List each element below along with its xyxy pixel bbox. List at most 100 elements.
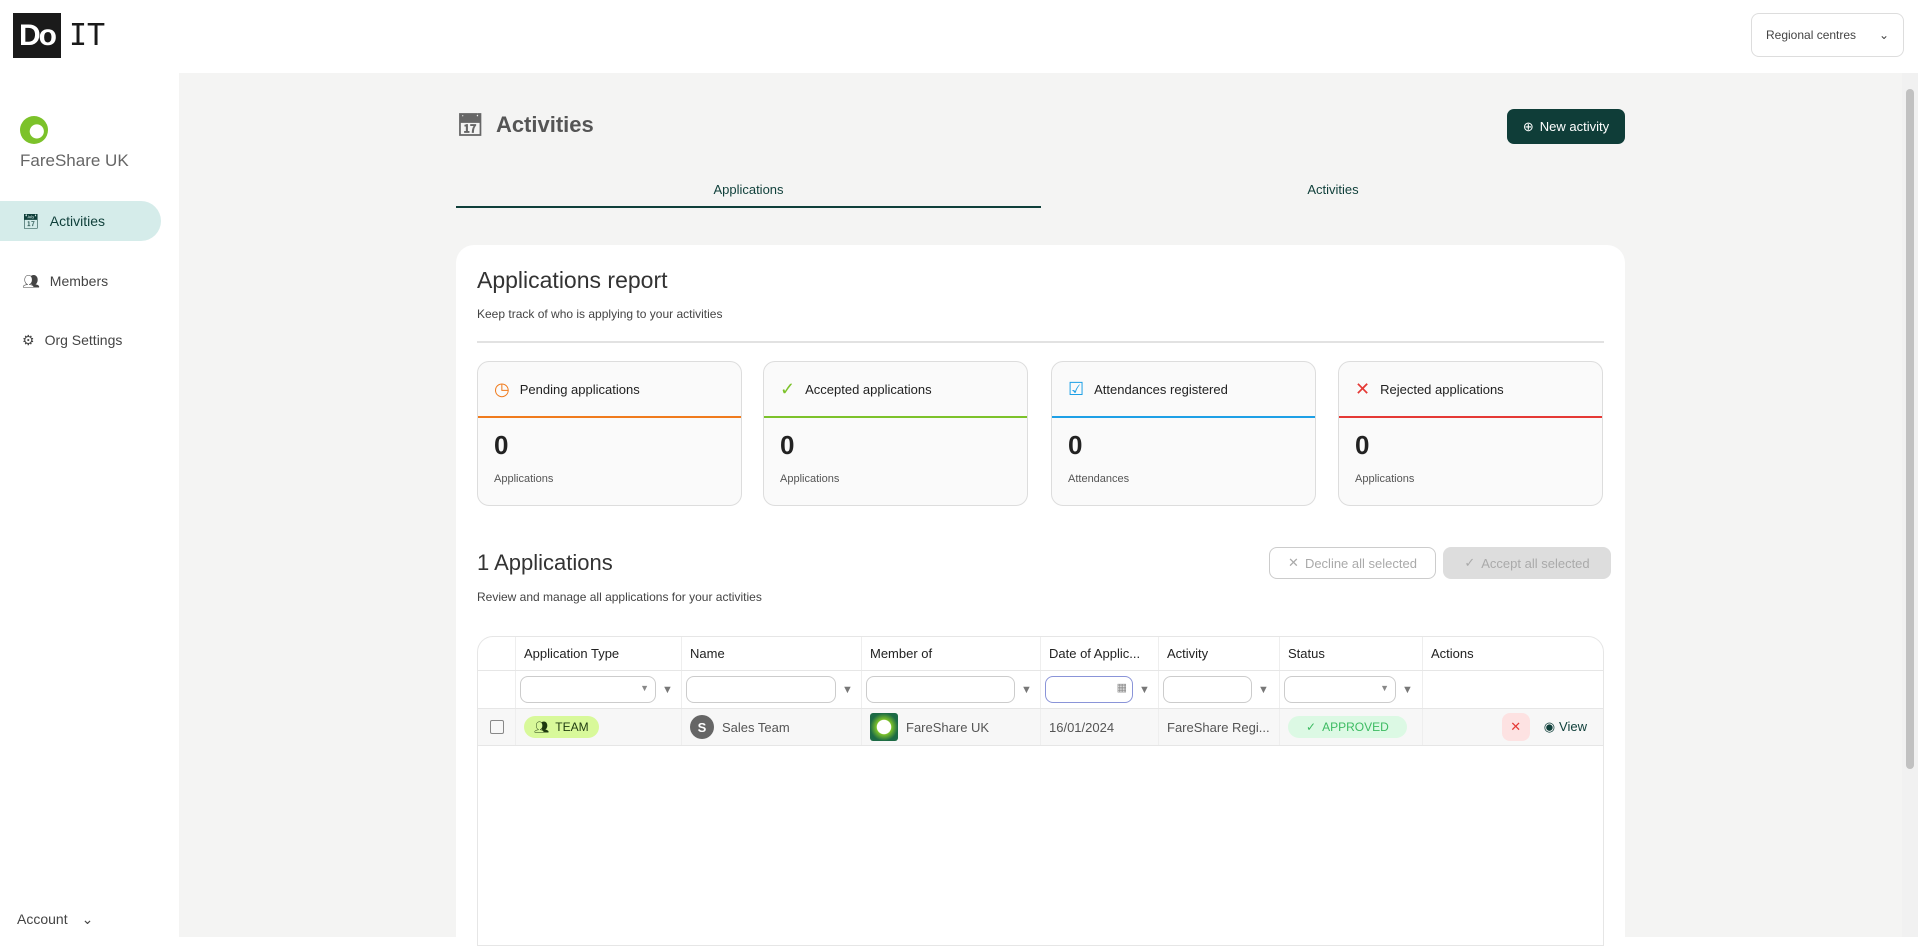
select-cell (478, 709, 516, 745)
stat-rejected: ✕ Rejected applications 0 Applications (1338, 361, 1603, 506)
chevron-down-icon: ⌄ (81, 911, 94, 927)
filter-icon[interactable]: ▼ (1139, 683, 1150, 696)
accept-all-label: Accept all selected (1481, 555, 1590, 571)
stat-unit: Applications (1355, 473, 1415, 485)
tab-applications[interactable]: Applications (456, 182, 1041, 208)
status-text: APPROVED (1322, 720, 1389, 734)
activity-filter-input[interactable] (1163, 676, 1252, 703)
filter-cell: ▼ (862, 671, 1041, 708)
calendar-icon: 📅︎ (22, 212, 40, 229)
plus-circle-icon: ⊕ (1522, 118, 1534, 134)
new-activity-button[interactable]: ⊕ New activity (1507, 109, 1625, 144)
column-header[interactable]: Member of (862, 637, 1041, 670)
accept-all-button[interactable]: ✓ Accept all selected (1443, 547, 1611, 579)
table-row[interactable]: 👥︎ TEAM S Sales Team FareShare UK 16/01/20… (478, 709, 1603, 746)
stat-unit: Applications (780, 473, 840, 485)
dropdown-arrow-icon: ▼ (640, 683, 649, 693)
filter-cell: ▼ (682, 671, 862, 708)
table-header: Application Type Name Member of Date of … (478, 637, 1603, 671)
filter-icon[interactable]: ▼ (842, 683, 853, 696)
scrollbar[interactable] (1902, 73, 1918, 937)
type-text: TEAM (555, 720, 589, 734)
filter-row: ▼ ▼ ▼ ▼ ▦ ▼ ▼ ▼ ▼ (478, 671, 1603, 709)
member-text: FareShare UK (906, 719, 990, 735)
filter-cell: ▦ ▼ (1041, 671, 1159, 708)
filter-icon[interactable]: ▼ (1021, 683, 1032, 696)
type-cell: 👥︎ TEAM (516, 709, 682, 745)
sidebar-item-label: Org Settings (44, 332, 123, 348)
calendar-icon: ▦ (1116, 682, 1127, 694)
column-header[interactable]: Name (682, 637, 862, 670)
filter-icon[interactable]: ▼ (1402, 683, 1413, 696)
filter-cell: ▼ ▼ (516, 671, 682, 708)
filter-cell: ▼ ▼ (1280, 671, 1423, 708)
stat-unit: Attendances (1068, 473, 1130, 485)
team-badge: 👥︎ TEAM (524, 716, 599, 738)
gear-icon: ⚙ (22, 331, 35, 348)
check-icon: ✓ (780, 378, 796, 399)
checkbox-icon: ☑ (1068, 378, 1085, 399)
view-label: View (1559, 719, 1587, 734)
stat-accepted: ✓ Accepted applications 0 Applications (763, 361, 1028, 506)
date-filter-input[interactable]: ▦ (1045, 676, 1133, 703)
name-cell: S Sales Team (682, 709, 862, 745)
date-cell: 16/01/2024 (1041, 709, 1159, 745)
filter-icon[interactable]: ▼ (1258, 683, 1269, 696)
stat-value: 0 (494, 430, 509, 460)
scrollbar-thumb[interactable] (1906, 89, 1914, 769)
org-logo (870, 713, 898, 741)
status-filter-select[interactable]: ▼ (1284, 676, 1396, 703)
eye-icon: ◉ (1543, 719, 1556, 734)
stat-label: Accepted applications (805, 381, 932, 397)
status-cell: ✓ APPROVED (1280, 709, 1423, 745)
name-filter-input[interactable] (686, 676, 836, 703)
actions-cell: ✕ ◉ View (1423, 709, 1603, 745)
doit-logo[interactable]: Do IT (13, 13, 105, 58)
stat-label: Pending applications (519, 381, 640, 397)
stat-value: 0 (1355, 430, 1370, 460)
check-icon: ✓ (1306, 720, 1317, 734)
sidebar-item-members[interactable]: 👥︎ Members (0, 261, 161, 301)
calendar-icon: 📅︎ (456, 112, 484, 137)
tab-activities[interactable]: Activities (1307, 182, 1359, 197)
column-header[interactable]: Date of Applic... (1041, 637, 1159, 670)
stat-value: 0 (780, 430, 795, 460)
decline-all-button[interactable]: ✕ Decline all selected (1269, 547, 1436, 579)
stat-unit: Applications (494, 473, 554, 485)
member-cell: FareShare UK (862, 709, 1041, 745)
applications-subtitle: Review and manage all applications for y… (477, 590, 762, 604)
dropdown-arrow-icon: ▼ (1380, 683, 1389, 693)
view-link[interactable]: ◉ View (1544, 719, 1587, 735)
stat-label: Rejected applications (1380, 381, 1504, 397)
regional-centres-select[interactable]: Regional centres ⌄ (1751, 13, 1904, 57)
member-filter-input[interactable] (866, 676, 1015, 703)
decline-all-label: Decline all selected (1304, 555, 1417, 571)
new-activity-label: New activity (1539, 119, 1610, 134)
decline-button[interactable]: ✕ (1501, 713, 1530, 741)
logo-mark: Do (13, 13, 61, 58)
report-subtitle: Keep track of who is applying to your ac… (477, 307, 723, 321)
chevron-down-icon: ⌄ (1878, 28, 1889, 42)
users-icon: 👥︎ (534, 720, 550, 734)
sidebar-item-label: Members (49, 273, 109, 289)
sidebar-item-activities[interactable]: 📅︎ Activities (0, 201, 161, 241)
avatar: S (690, 715, 714, 739)
applications-count-title: 1 Applications (477, 550, 613, 575)
column-header[interactable]: Application Type (516, 637, 682, 670)
column-header[interactable]: Status (1280, 637, 1423, 670)
account-menu[interactable]: Account ⌄ (17, 911, 93, 928)
report-title: Applications report (477, 267, 668, 293)
org-logo (20, 116, 48, 144)
filter-icon[interactable]: ▼ (662, 683, 673, 696)
sidebar-item-label: Activities (49, 213, 106, 229)
region-select-value: Regional centres (1766, 28, 1857, 42)
account-label: Account (17, 911, 68, 927)
type-filter-select[interactable]: ▼ (520, 676, 656, 703)
header-select (478, 637, 516, 670)
applications-report-card: Applications report Keep track of who is… (456, 245, 1625, 946)
row-checkbox[interactable] (489, 720, 504, 734)
filter-cell (1423, 671, 1603, 708)
filter-cell: ▼ (1159, 671, 1280, 708)
column-header[interactable]: Activity (1159, 637, 1280, 670)
sidebar-item-org-settings[interactable]: ⚙ Org Settings (0, 320, 161, 360)
